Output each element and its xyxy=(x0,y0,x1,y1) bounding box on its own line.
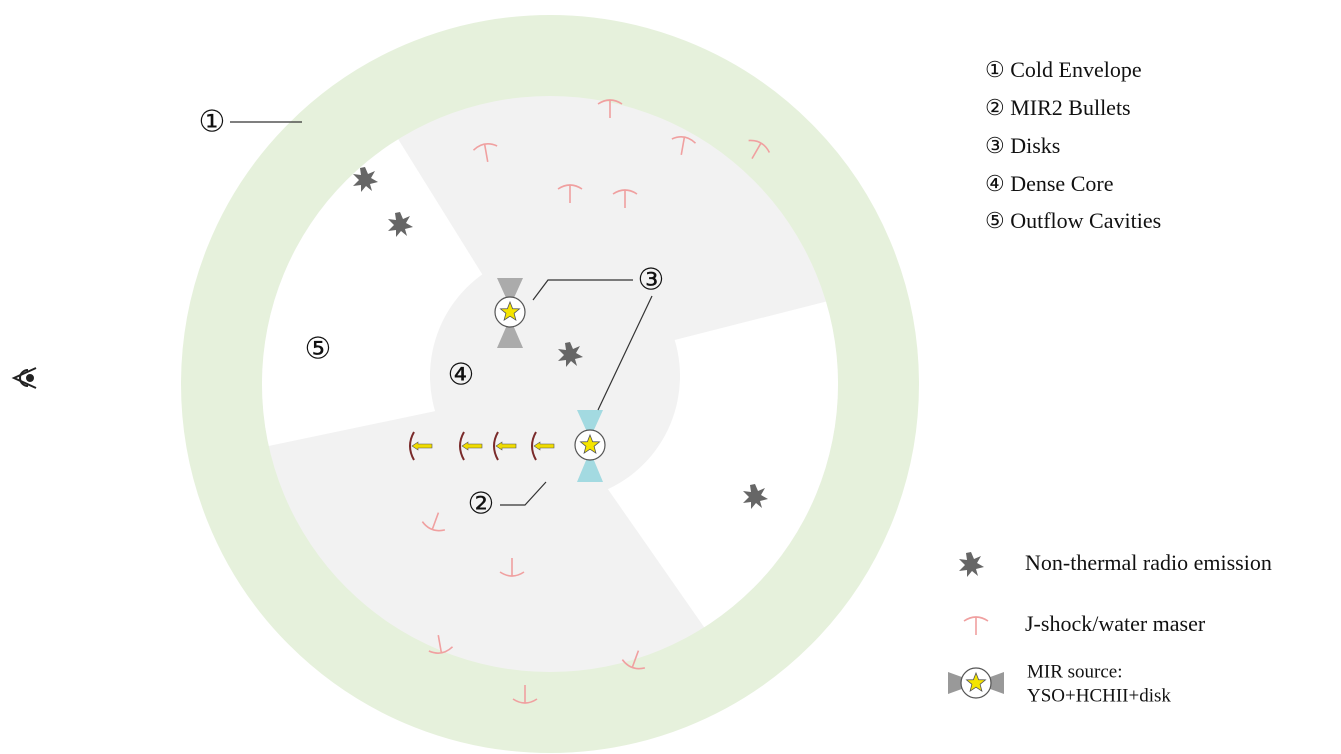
legend-symbol xyxy=(960,667,992,699)
legend-label: Non-thermal radio emission xyxy=(1025,550,1272,575)
leader-line xyxy=(532,279,633,301)
legend-symbol xyxy=(982,672,1004,694)
key-item: ① Cold Envelope xyxy=(985,57,1142,82)
key-item: ② MIR2 Bullets xyxy=(985,95,1131,120)
key-item: ⑤ Outflow Cavities xyxy=(985,208,1161,233)
key-item: ④ Dense Core xyxy=(985,171,1113,196)
legend-symbol xyxy=(963,616,989,636)
label: ② xyxy=(468,487,495,522)
label: ③ xyxy=(638,263,665,298)
legend-label: YSO+HCHII+disk xyxy=(1027,685,1171,706)
key-item: ③ Disks xyxy=(985,133,1060,158)
label: ① xyxy=(199,105,226,140)
leader-line xyxy=(500,481,547,506)
label: ⑤ xyxy=(305,332,332,367)
legend-label: J-shock/water maser xyxy=(1025,611,1206,636)
mir-source xyxy=(494,296,526,328)
eye xyxy=(11,367,37,389)
legend-symbol xyxy=(959,552,984,577)
mir-source xyxy=(574,429,606,461)
dense-core xyxy=(430,251,680,501)
legend-symbol xyxy=(948,672,970,694)
cold-envelope xyxy=(181,15,919,753)
leader-line xyxy=(597,295,653,411)
legend-label: MIR source: xyxy=(1027,661,1123,682)
label: ④ xyxy=(448,358,475,393)
